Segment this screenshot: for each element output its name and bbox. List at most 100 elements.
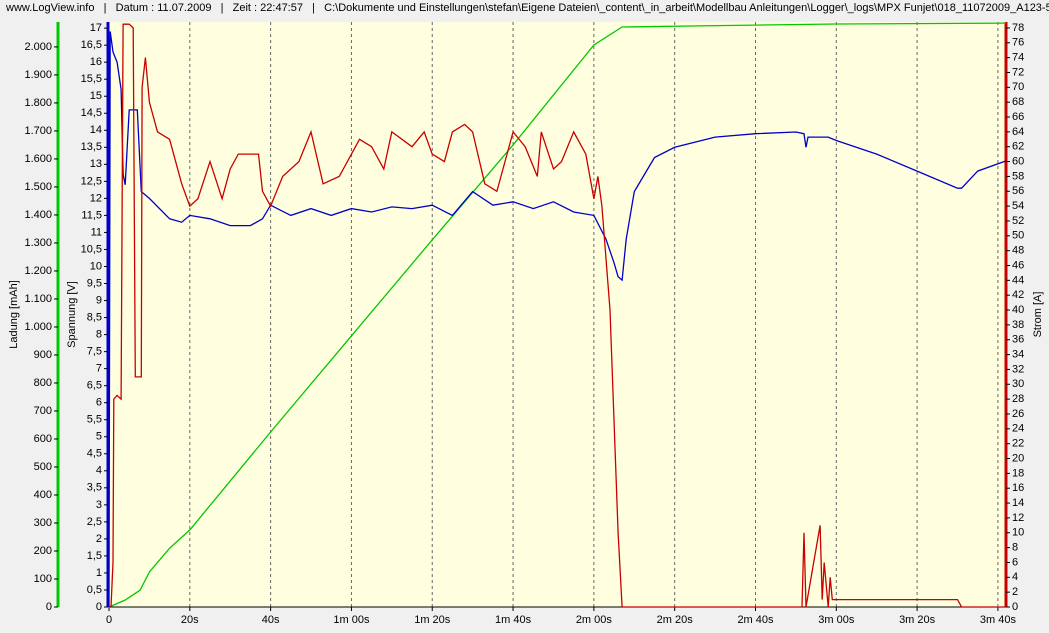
y-tick-label: 1.300 [24,237,52,249]
y-tick-label: 1.900 [24,69,52,81]
y-tick-label: 900 [34,349,52,361]
y-tick-label: 52 [1012,215,1024,227]
y-tick-label: 68 [1012,96,1024,108]
y-tick-label: 54 [1012,200,1024,212]
y-tick-label: 8,5 [87,311,102,323]
y-tick-label: 300 [34,517,52,529]
y-tick-label: 5 [96,431,102,443]
y-tick-label: 0,5 [87,584,102,596]
x-tick-label: 0 [106,614,112,626]
y-tick-label: 3 [96,499,102,511]
y-tick-label: 46 [1012,259,1024,271]
data-line [108,22,1007,608]
y-tick-label: 50 [1012,230,1024,242]
y-tick-label: 42 [1012,289,1024,301]
y-tick-label: 1,5 [87,550,102,562]
x-tick-label: 1m 00s [333,614,370,626]
y-tick-label: 13,5 [81,141,102,153]
y-tick-label: 18 [1012,467,1024,479]
y-tick-label: 30 [1012,378,1024,390]
y-tick-label: 800 [34,377,52,389]
y-tick-label: 14 [1012,497,1024,509]
y-tick-label: 2 [96,533,102,545]
y-tick-label: 62 [1012,141,1024,153]
y-axis-title: Strom [A] [1032,292,1044,338]
y-tick-label: 11 [91,226,102,238]
y-tick-label: 22 [1012,438,1024,450]
data-line [108,31,1007,608]
x-tick-label: 2m 20s [657,614,694,626]
x-tick-label: 40s [262,614,280,626]
y-tick-label: 15,5 [81,73,102,85]
y-tick-label: 1.600 [24,153,52,165]
y-tick-label: 10 [90,260,102,272]
y-tick-label: 500 [34,461,52,473]
y-tick-label: 6,5 [87,380,102,392]
y-tick-label: 1.800 [24,97,52,109]
y-tick-label: 2,5 [87,516,102,528]
y-tick-label: 700 [34,405,52,417]
chart-title: www.LogView.info | Datum : 11.07.2009 | … [5,2,1049,14]
y-tick-label: 5,5 [87,414,102,426]
y-tick-label: 15 [90,90,102,102]
y-tick-label: 16 [1012,482,1024,494]
y-tick-label: 4,5 [87,448,102,460]
y-tick-label: 28 [1012,393,1024,405]
y-tick-label: 0 [46,601,52,613]
x-tick-label: 20s [181,614,199,626]
y-tick-label: 400 [34,489,52,501]
y-axis-title: Ladung [mAh] [8,280,20,349]
plot-area [109,22,1006,607]
y-tick-label: 66 [1012,111,1024,123]
x-tick-label: 1m 20s [414,614,451,626]
y-tick-label: 10 [1012,527,1024,539]
y-tick-label: 1.500 [24,181,52,193]
y-tick-label: 1 [96,567,102,579]
y-tick-label: 20 [1012,452,1024,464]
y-tick-label: 200 [34,545,52,557]
y-tick-label: 70 [1012,81,1024,93]
y-tick-label: 40 [1012,304,1024,316]
y-tick-label: 0 [96,601,102,613]
x-tick-label: 2m 40s [737,614,774,626]
data-line [109,23,1006,608]
y-tick-label: 3,5 [87,482,102,494]
y-tick-label: 48 [1012,245,1024,257]
y-tick-label: 1.400 [24,209,52,221]
x-tick-label: 3m 00s [818,614,855,626]
y-tick-label: 72 [1012,66,1024,78]
y-tick-label: 76 [1012,37,1024,49]
y-tick-label: 12 [90,192,102,204]
y-tick-label: 7,5 [87,346,102,358]
y-tick-label: 13 [90,158,102,170]
y-tick-label: 24 [1012,423,1024,435]
y-tick-label: 100 [34,573,52,585]
y-tick-label: 56 [1012,185,1024,197]
y-tick-label: 1.700 [24,125,52,137]
y-tick-label: 6 [96,397,102,409]
y-tick-label: 12 [1012,512,1024,524]
y-tick-label: 2 [1012,586,1018,598]
y-tick-label: 4 [96,465,102,477]
y-tick-label: 6 [1012,556,1018,568]
y-tick-label: 12,5 [81,175,102,187]
y-tick-label: 78 [1012,22,1024,34]
y-tick-label: 14,5 [81,107,102,119]
y-axis-title: Spannung [V] [66,281,78,348]
y-tick-label: 16 [90,56,102,68]
y-tick-label: 8 [1012,542,1018,554]
y-tick-label: 32 [1012,363,1024,375]
y-tick-label: 17 [90,22,102,34]
y-tick-label: 0 [1012,601,1018,613]
y-tick-label: 74 [1012,52,1024,64]
y-tick-label: 44 [1012,274,1024,286]
y-tick-label: 34 [1012,348,1024,360]
y-tick-label: 7 [96,363,102,375]
y-tick-label: 9 [96,294,102,306]
y-tick-label: 26 [1012,408,1024,420]
y-tick-label: 60 [1012,155,1024,167]
y-tick-label: 38 [1012,319,1024,331]
y-tick-label: 58 [1012,170,1024,182]
y-tick-label: 10,5 [81,243,102,255]
